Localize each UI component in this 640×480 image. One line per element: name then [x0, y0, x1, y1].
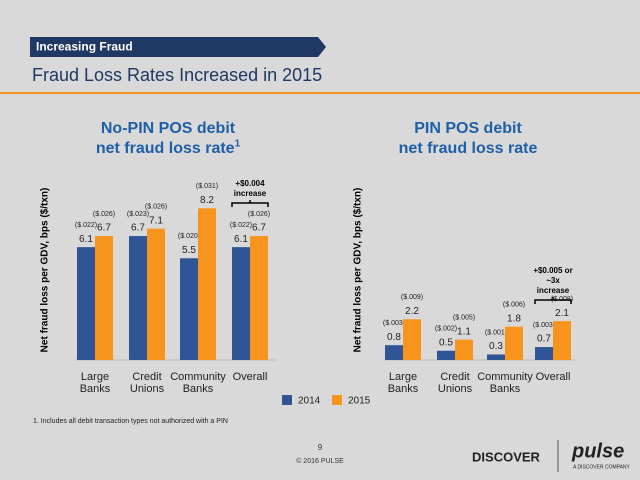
- x-tick-label: Community Banks: [170, 371, 226, 395]
- x-tick-label: Overall: [232, 371, 268, 383]
- value-label: 6.1: [79, 234, 93, 245]
- discover-logo: DISCOVER: [472, 449, 541, 464]
- chart-title-line: PIN POS debit: [414, 120, 522, 137]
- x-tick-label: Community Banks: [477, 371, 533, 395]
- legend-label: 2014: [298, 396, 321, 407]
- txn-label: ($.002): [435, 326, 457, 333]
- x-tick-label: Overall: [535, 371, 571, 383]
- value-label: 0.5: [439, 337, 453, 348]
- x-tick-label: Large Banks: [387, 371, 419, 395]
- txn-label: ($.022): [75, 222, 97, 229]
- chart-title: PIN POS debit net fraud loss rate: [358, 119, 578, 159]
- annotation: +$0.005 or ~3x increase: [533, 266, 573, 295]
- bar: [198, 208, 216, 360]
- page-number: 9: [318, 443, 323, 452]
- chart-title-line: No-PIN POS debit: [100, 120, 236, 137]
- bar: [553, 321, 571, 360]
- pulse-tagline: A DISCOVER COMPANY: [573, 464, 631, 470]
- bar: [95, 236, 113, 360]
- txn-label: ($.026): [248, 211, 270, 218]
- value-label: 8.2: [200, 195, 214, 206]
- annotation: +$0.004 increase: [233, 179, 267, 198]
- txn-label: ($.020): [178, 233, 200, 240]
- value-label: 7.1: [149, 215, 163, 226]
- chart-subtitle-text: net fraud loss rate: [95, 140, 235, 157]
- y-axis-label: Net fraud loss per GDV, bps ($/txn): [40, 188, 51, 353]
- value-label: 2.1: [555, 308, 569, 319]
- x-tick-label: Large Banks: [79, 371, 111, 395]
- bar: [250, 236, 268, 360]
- value-label: 0.8: [387, 332, 401, 343]
- bar: [403, 319, 421, 360]
- chart-subtitle-text: net fraud loss rate: [398, 140, 538, 157]
- bar: [180, 258, 198, 360]
- value-label: 2.2: [405, 306, 419, 317]
- txn-label: ($.026): [93, 211, 115, 218]
- annotation-bracket: [231, 200, 269, 207]
- value-label: 6.7: [252, 223, 266, 234]
- chart-subtitle: net fraud loss rate: [358, 139, 578, 159]
- pulse-logo: pulse: [571, 440, 624, 462]
- bar: [385, 345, 403, 360]
- bar: [129, 236, 147, 360]
- slide-title: Fraud Loss Rates Increased in 2015: [32, 65, 322, 85]
- bar: [232, 247, 250, 360]
- bar: [437, 350, 455, 360]
- txn-label: ($.031): [196, 183, 218, 190]
- txn-label: ($.003): [533, 322, 555, 329]
- txn-label: ($.001): [485, 329, 507, 336]
- annotation-bracket: [534, 297, 572, 304]
- value-label: 0.3: [489, 341, 503, 352]
- value-label: 0.7: [537, 334, 551, 345]
- txn-label: ($.003): [383, 320, 405, 327]
- bar: [455, 339, 473, 360]
- value-label: 6.7: [97, 223, 111, 234]
- bar: [77, 247, 95, 360]
- chart-subtitle: net fraud loss rate1: [58, 139, 278, 159]
- x-tick-label: Credit Unions: [437, 371, 473, 395]
- chart-title: No-PIN POS debit net fraud loss rate1: [58, 119, 278, 159]
- txn-label: ($.005): [453, 314, 475, 321]
- legend-swatch: [332, 395, 342, 405]
- txn-label: ($.006): [503, 302, 525, 309]
- section-banner: [30, 37, 326, 57]
- bar: [505, 326, 523, 360]
- legend-swatch: [282, 395, 292, 405]
- copyright: © 2016 PULSE: [296, 457, 344, 465]
- txn-label: ($.009): [401, 294, 423, 301]
- legend-label: 2015: [348, 396, 371, 407]
- value-label: 6.7: [131, 223, 145, 234]
- value-label: 1.1: [457, 326, 471, 337]
- bar: [147, 228, 165, 360]
- txn-label: ($.023): [127, 211, 149, 218]
- x-tick-label: Credit Unions: [129, 371, 165, 395]
- value-label: 1.8: [507, 313, 521, 324]
- title-footnote-mark: 1: [234, 138, 241, 150]
- txn-label: ($.022): [230, 222, 252, 229]
- txn-label: ($.026): [145, 203, 167, 210]
- footnote: 1. Includes all debit transaction types …: [33, 418, 228, 425]
- value-label: 6.1: [234, 234, 248, 245]
- bar: [535, 347, 553, 360]
- value-label: 5.5: [182, 245, 196, 256]
- bar: [487, 354, 505, 360]
- y-axis-label: Net fraud loss per GDV, bps ($/txn): [353, 188, 364, 353]
- section-label: Increasing Fraud: [36, 40, 133, 54]
